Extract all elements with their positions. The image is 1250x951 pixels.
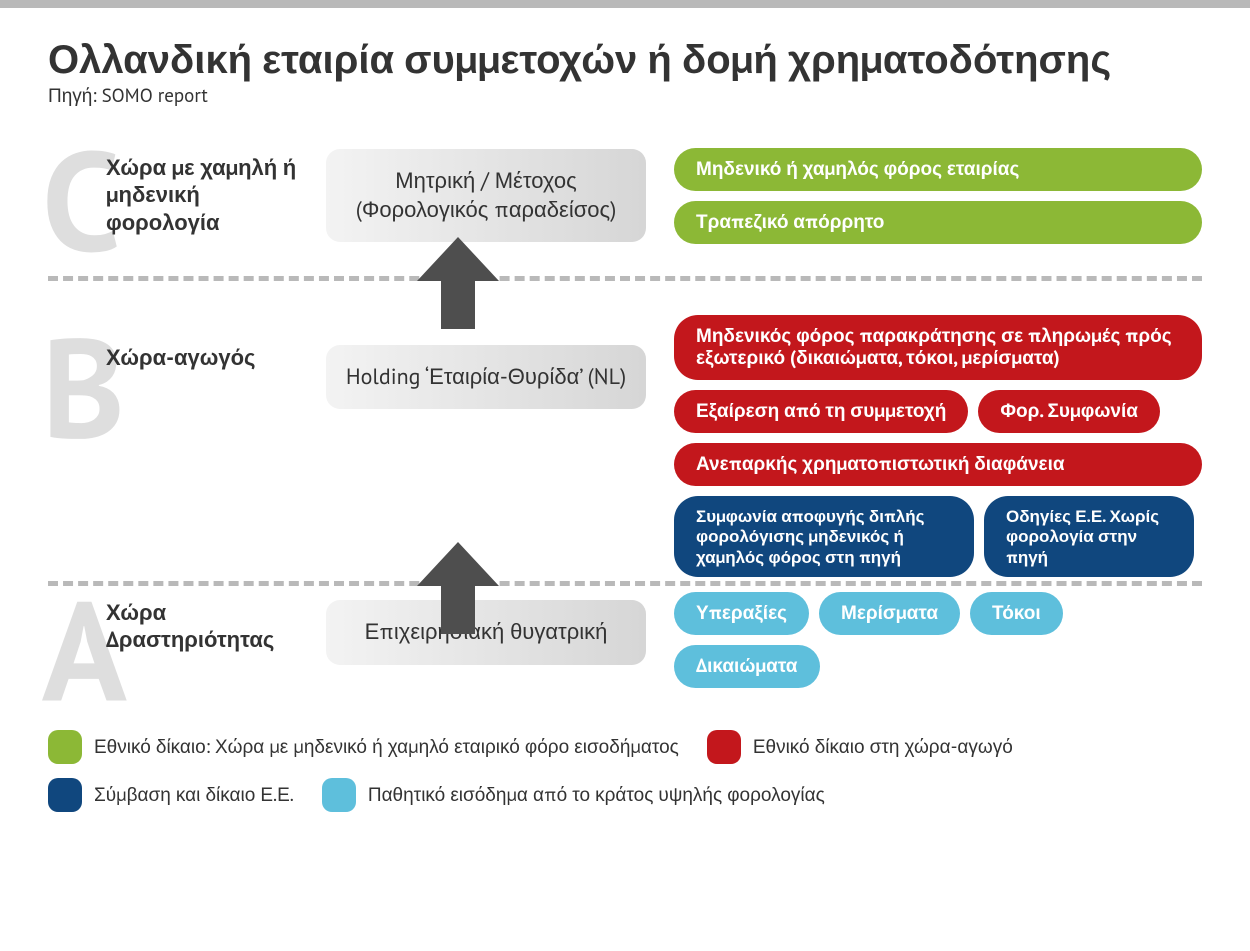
- legend-item: Εθνικό δίκαιο στη χώρα-αγωγό: [707, 730, 1013, 764]
- legend-swatch: [322, 778, 356, 812]
- legend-label: Εθνικό δίκαιο: Χώρα με μηδενικό ή χαμηλό…: [94, 735, 679, 759]
- tier-b-pills: Μηδενικός φόρος παρακράτησης σε πληρωμές…: [674, 311, 1202, 581]
- tier-c-pills: Μηδενικό ή χαμηλός φόρος εταιρίαςΤραπεζι…: [674, 144, 1202, 248]
- tier-b-box: Holding ‘Εταιρία-Θυρίδα’ (NL): [326, 345, 646, 410]
- arrow-up-icon: [413, 542, 503, 634]
- legend-label: Παθητικό εισόδημα από το κράτος υψηλής φ…: [368, 783, 825, 807]
- tier-c-label: Χώρα με χαμηλή ή μηδενική φορολογία: [48, 155, 298, 238]
- legend-swatch: [48, 778, 82, 812]
- legend-item: Σύμβαση και δίκαιο Ε.Ε.: [48, 778, 294, 812]
- pill: Φορ. Συμφωνία: [978, 390, 1160, 433]
- tier-b-label: Χώρα-αγωγός: [48, 345, 298, 373]
- legend-item: Εθνικό δίκαιο: Χώρα με μηδενικό ή χαμηλό…: [48, 730, 679, 764]
- source-line: Πηγή: SOMO report: [48, 84, 1202, 108]
- tier-c-box: Μητρική / Μέτοχος (Φορολογικός παραδείσο…: [326, 149, 646, 242]
- tier-b: B Χώρα-αγωγός Holding ‘Εταιρία-Θυρίδα’ (…: [48, 283, 1202, 581]
- legend-label: Εθνικό δίκαιο στη χώρα-αγωγό: [753, 735, 1013, 759]
- diagram-container: Ολλανδική εταιρία συμμετοχών ή δομή χρημ…: [0, 8, 1250, 832]
- legend-swatch: [707, 730, 741, 764]
- legend: Εθνικό δίκαιο: Χώρα με μηδενικό ή χαμηλό…: [48, 730, 1202, 812]
- pill: Ανεπαρκής χρηματοπιστωτική διαφάνεια: [674, 443, 1202, 486]
- arrow-up-icon: [413, 237, 503, 329]
- arrow-b-a-row: [48, 542, 1202, 632]
- legend-label: Σύμβαση και δίκαιο Ε.Ε.: [94, 783, 294, 807]
- arrow-c-b-row: [48, 237, 1202, 327]
- pill: Μηδενικό ή χαμηλός φόρος εταιρίας: [674, 148, 1202, 191]
- page-title: Ολλανδική εταιρία συμμετοχών ή δομή χρημ…: [48, 36, 1202, 82]
- top-accent-bar: [0, 0, 1250, 8]
- legend-item: Παθητικό εισόδημα από το κράτος υψηλής φ…: [322, 778, 825, 812]
- pill: Δικαιώματα: [674, 645, 820, 688]
- legend-swatch: [48, 730, 82, 764]
- pill: Εξαίρεση από τη συμμετοχή: [674, 390, 968, 433]
